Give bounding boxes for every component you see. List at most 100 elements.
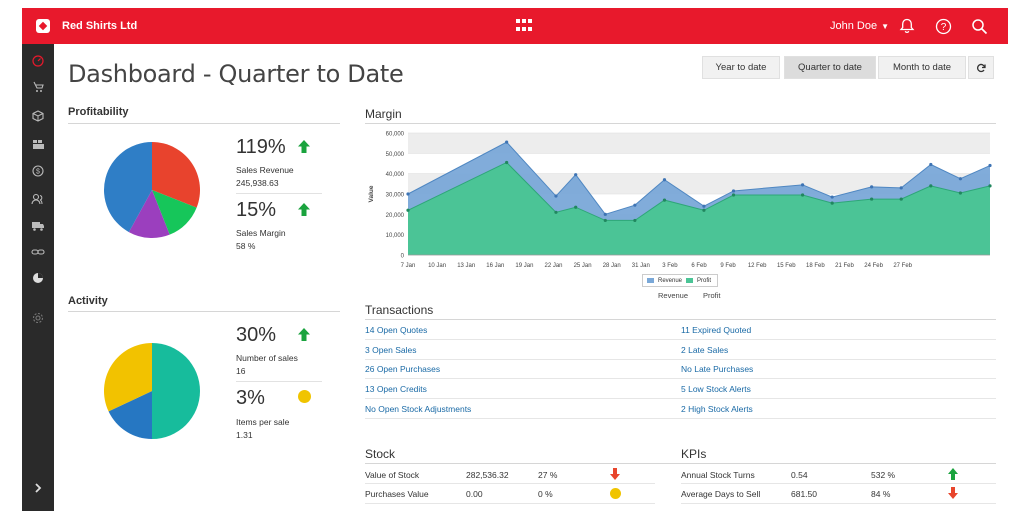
data-point-profit[interactable] bbox=[662, 198, 667, 202]
gear-icon[interactable] bbox=[22, 308, 54, 328]
bell-icon[interactable] bbox=[896, 15, 918, 37]
user-menu[interactable]: John Doe ▼ bbox=[830, 8, 889, 44]
top-bar: Red Shirts Ltd John Doe ▼ ? bbox=[22, 8, 1008, 44]
kpis-heading: KPIs bbox=[681, 447, 707, 461]
brand[interactable]: Red Shirts Ltd bbox=[36, 8, 137, 44]
series-area-profit bbox=[408, 162, 990, 255]
data-point-profit[interactable] bbox=[988, 184, 992, 188]
chart-legend[interactable]: Revenue Profit bbox=[642, 274, 718, 287]
year-to-date-button[interactable]: Year to date bbox=[702, 56, 780, 79]
data-point-profit[interactable] bbox=[958, 191, 963, 195]
data-point-revenue[interactable] bbox=[988, 163, 992, 168]
row-divider bbox=[365, 339, 996, 340]
data-point-profit[interactable] bbox=[929, 184, 933, 188]
search-icon[interactable] bbox=[968, 15, 990, 37]
sales-margin-value: 58 % bbox=[236, 241, 256, 251]
month-to-date-button[interactable]: Month to date bbox=[878, 56, 966, 79]
open-sales-link[interactable]: 3 Open Sales bbox=[365, 345, 417, 355]
users-icon[interactable] bbox=[22, 189, 54, 209]
sales-revenue-percent: 119% bbox=[236, 136, 286, 158]
data-point-revenue[interactable] bbox=[633, 203, 637, 207]
activity-pie-slice-0[interactable] bbox=[152, 343, 200, 439]
expired-quoted-link[interactable]: 11 Expired Quoted bbox=[681, 325, 752, 335]
series-caption-profit: Profit bbox=[703, 291, 721, 300]
data-point-revenue[interactable] bbox=[800, 183, 805, 187]
sales-revenue-label: Sales Revenue bbox=[236, 165, 294, 175]
open-quotes-link[interactable]: 14 Open Quotes bbox=[365, 325, 428, 335]
open-stock-adjustments-link[interactable]: No Open Stock Adjustments bbox=[365, 404, 472, 414]
profitability-pie-slice-3[interactable] bbox=[103, 142, 152, 233]
late-purchases-link[interactable]: No Late Purchases bbox=[681, 364, 754, 374]
x-tick-label: 18 Feb bbox=[806, 263, 825, 269]
profitability-pie-slice-2[interactable] bbox=[128, 190, 170, 238]
items-per-sale-label: Items per sale bbox=[236, 417, 290, 427]
trend-down-icon bbox=[610, 468, 620, 480]
link-icon[interactable] bbox=[22, 242, 54, 262]
margin-area-chart: 0 10,000 20,000 30,000 40,000 50,000 60,000 7 J… bbox=[368, 132, 992, 269]
trend-down-icon bbox=[948, 487, 958, 499]
dollar-icon[interactable]: $ bbox=[22, 161, 54, 181]
data-point-profit[interactable] bbox=[574, 205, 578, 209]
data-point-profit[interactable] bbox=[870, 197, 874, 201]
quarter-to-date-button[interactable]: Quarter to date bbox=[784, 56, 876, 79]
data-point-revenue[interactable] bbox=[574, 173, 578, 177]
data-point-revenue[interactable] bbox=[554, 194, 558, 198]
profitability-pie-slice-0[interactable] bbox=[152, 142, 200, 208]
apps-grid-icon[interactable] bbox=[516, 19, 532, 33]
activity-heading: Activity bbox=[68, 295, 108, 307]
data-point-profit[interactable] bbox=[800, 193, 805, 197]
speedometer-icon[interactable] bbox=[22, 51, 54, 71]
data-point-revenue[interactable] bbox=[899, 186, 903, 190]
data-point-profit[interactable] bbox=[505, 160, 509, 165]
stock-row-label: Value of Stock bbox=[365, 470, 420, 480]
late-sales-link[interactable]: 2 Late Sales bbox=[681, 345, 729, 355]
data-point-revenue[interactable] bbox=[505, 140, 509, 144]
neutral-status-icon bbox=[610, 488, 621, 499]
x-tick-label: 12 Feb bbox=[748, 263, 767, 269]
data-point-profit[interactable] bbox=[603, 218, 607, 223]
svg-text:$: $ bbox=[36, 169, 40, 176]
sales-icon[interactable] bbox=[22, 77, 54, 97]
activity-pie-slice-1[interactable] bbox=[108, 391, 152, 439]
data-point-revenue[interactable] bbox=[603, 212, 607, 216]
truck-icon[interactable] bbox=[22, 216, 54, 236]
data-point-profit[interactable] bbox=[899, 197, 903, 201]
x-tick-label: 19 Jan bbox=[515, 263, 533, 269]
x-tick-label: 6 Feb bbox=[691, 263, 707, 269]
stock-row-value: 0.00 bbox=[466, 489, 483, 499]
open-purchases-link[interactable]: 26 Open Purchases bbox=[365, 364, 441, 374]
data-point-revenue[interactable] bbox=[731, 189, 736, 193]
reports-pie-icon[interactable] bbox=[22, 268, 54, 288]
activity-pie-slice-2[interactable] bbox=[103, 343, 152, 412]
number-of-sales-label: Number of sales bbox=[236, 353, 298, 363]
help-icon[interactable]: ? bbox=[932, 15, 954, 37]
chevron-right-icon[interactable] bbox=[22, 464, 54, 511]
data-point-revenue[interactable] bbox=[406, 192, 410, 196]
profitability-pie-slice-1[interactable] bbox=[152, 190, 197, 235]
high-stock-alerts-link[interactable]: 2 High Stock Alerts bbox=[681, 404, 753, 414]
data-point-profit[interactable] bbox=[633, 218, 637, 223]
x-tick-label: 21 Feb bbox=[835, 263, 854, 269]
legend-swatch-revenue bbox=[647, 278, 654, 283]
kpi-row-label: Annual Stock Turns bbox=[681, 470, 755, 480]
warehouse-icon[interactable] bbox=[22, 134, 54, 154]
refresh-button[interactable] bbox=[968, 56, 994, 79]
data-point-profit[interactable] bbox=[731, 193, 736, 197]
data-point-profit[interactable] bbox=[406, 208, 410, 212]
x-tick-label: 28 Jan bbox=[603, 263, 621, 269]
items-per-sale-percent: 3% bbox=[236, 387, 265, 409]
data-point-profit[interactable] bbox=[702, 208, 706, 212]
sidebar: $ bbox=[22, 44, 54, 511]
open-credits-link[interactable]: 13 Open Credits bbox=[365, 384, 427, 394]
data-point-profit[interactable] bbox=[830, 201, 834, 205]
data-point-revenue[interactable] bbox=[662, 178, 667, 182]
data-point-revenue[interactable] bbox=[870, 185, 874, 189]
data-point-revenue[interactable] bbox=[958, 177, 963, 181]
data-point-revenue[interactable] bbox=[702, 204, 706, 208]
low-stock-alerts-link[interactable]: 5 Low Stock Alerts bbox=[681, 384, 751, 394]
data-point-revenue[interactable] bbox=[830, 195, 834, 199]
data-point-revenue[interactable] bbox=[929, 162, 933, 167]
data-point-profit[interactable] bbox=[554, 210, 558, 214]
box-icon[interactable] bbox=[22, 106, 54, 126]
x-tick-label: 13 Jan bbox=[457, 263, 475, 269]
